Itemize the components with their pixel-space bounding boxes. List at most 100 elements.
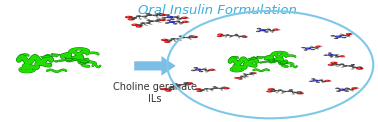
Circle shape — [357, 66, 363, 68]
Circle shape — [179, 24, 182, 25]
Circle shape — [182, 17, 185, 18]
Circle shape — [127, 16, 129, 17]
Circle shape — [160, 14, 163, 15]
Circle shape — [335, 57, 337, 58]
Circle shape — [172, 38, 173, 39]
Circle shape — [133, 24, 135, 25]
Circle shape — [146, 25, 147, 26]
Circle shape — [343, 37, 344, 38]
FancyArrow shape — [54, 58, 74, 62]
Circle shape — [146, 22, 151, 24]
Circle shape — [136, 25, 142, 28]
Circle shape — [131, 17, 137, 19]
Circle shape — [187, 18, 188, 19]
Circle shape — [298, 92, 301, 93]
Circle shape — [316, 82, 320, 83]
Circle shape — [165, 90, 172, 92]
Circle shape — [223, 87, 230, 89]
Circle shape — [242, 36, 248, 38]
Circle shape — [347, 33, 349, 34]
Circle shape — [332, 62, 335, 63]
Circle shape — [169, 86, 174, 88]
Circle shape — [306, 48, 308, 49]
Circle shape — [170, 38, 175, 40]
Circle shape — [241, 35, 246, 37]
Circle shape — [131, 24, 139, 26]
Circle shape — [234, 35, 239, 36]
Circle shape — [166, 90, 169, 91]
Circle shape — [278, 29, 281, 30]
Circle shape — [177, 20, 180, 21]
Circle shape — [357, 88, 360, 89]
Circle shape — [271, 90, 277, 92]
Circle shape — [166, 88, 172, 90]
Circle shape — [214, 70, 217, 71]
Circle shape — [177, 38, 181, 40]
Circle shape — [290, 89, 291, 90]
Circle shape — [265, 31, 267, 32]
Circle shape — [256, 31, 260, 32]
FancyArrow shape — [271, 60, 288, 63]
Circle shape — [356, 67, 364, 70]
Circle shape — [346, 35, 348, 36]
Circle shape — [165, 22, 169, 24]
Circle shape — [335, 36, 342, 38]
Circle shape — [192, 36, 195, 37]
Circle shape — [177, 84, 179, 85]
Circle shape — [235, 77, 237, 78]
Circle shape — [333, 64, 338, 66]
Circle shape — [267, 28, 270, 29]
Circle shape — [314, 47, 319, 49]
Circle shape — [335, 57, 336, 58]
Circle shape — [247, 76, 249, 77]
Circle shape — [187, 37, 189, 38]
Circle shape — [339, 64, 344, 65]
Circle shape — [145, 25, 148, 26]
Circle shape — [251, 72, 257, 74]
Circle shape — [200, 89, 205, 91]
Circle shape — [204, 68, 207, 69]
Circle shape — [351, 90, 354, 91]
Circle shape — [176, 84, 182, 86]
Circle shape — [336, 90, 341, 92]
Circle shape — [146, 20, 150, 21]
Circle shape — [226, 34, 230, 36]
Circle shape — [340, 89, 342, 90]
Circle shape — [164, 41, 170, 43]
Circle shape — [156, 19, 162, 20]
Circle shape — [179, 40, 182, 41]
Circle shape — [238, 37, 240, 38]
Circle shape — [155, 20, 157, 21]
Circle shape — [351, 87, 358, 89]
Circle shape — [220, 35, 225, 36]
Circle shape — [180, 40, 181, 41]
Circle shape — [205, 70, 210, 72]
Circle shape — [268, 88, 275, 91]
Circle shape — [167, 40, 172, 41]
Circle shape — [209, 88, 214, 90]
Circle shape — [150, 24, 151, 25]
Circle shape — [243, 36, 245, 37]
Circle shape — [270, 30, 275, 32]
Circle shape — [158, 13, 160, 14]
Circle shape — [336, 36, 339, 37]
Circle shape — [345, 33, 352, 35]
Circle shape — [137, 26, 139, 27]
Circle shape — [273, 29, 279, 31]
Circle shape — [267, 29, 269, 30]
Circle shape — [266, 29, 271, 30]
Circle shape — [189, 39, 192, 40]
Circle shape — [274, 29, 276, 30]
Circle shape — [174, 41, 177, 42]
Circle shape — [328, 54, 334, 56]
Circle shape — [334, 64, 336, 65]
Circle shape — [191, 70, 195, 71]
Circle shape — [238, 36, 242, 37]
Circle shape — [156, 13, 163, 15]
Circle shape — [321, 81, 326, 82]
Circle shape — [177, 18, 182, 20]
Circle shape — [311, 78, 315, 80]
Circle shape — [158, 14, 166, 16]
Circle shape — [175, 16, 177, 17]
Circle shape — [322, 82, 323, 83]
